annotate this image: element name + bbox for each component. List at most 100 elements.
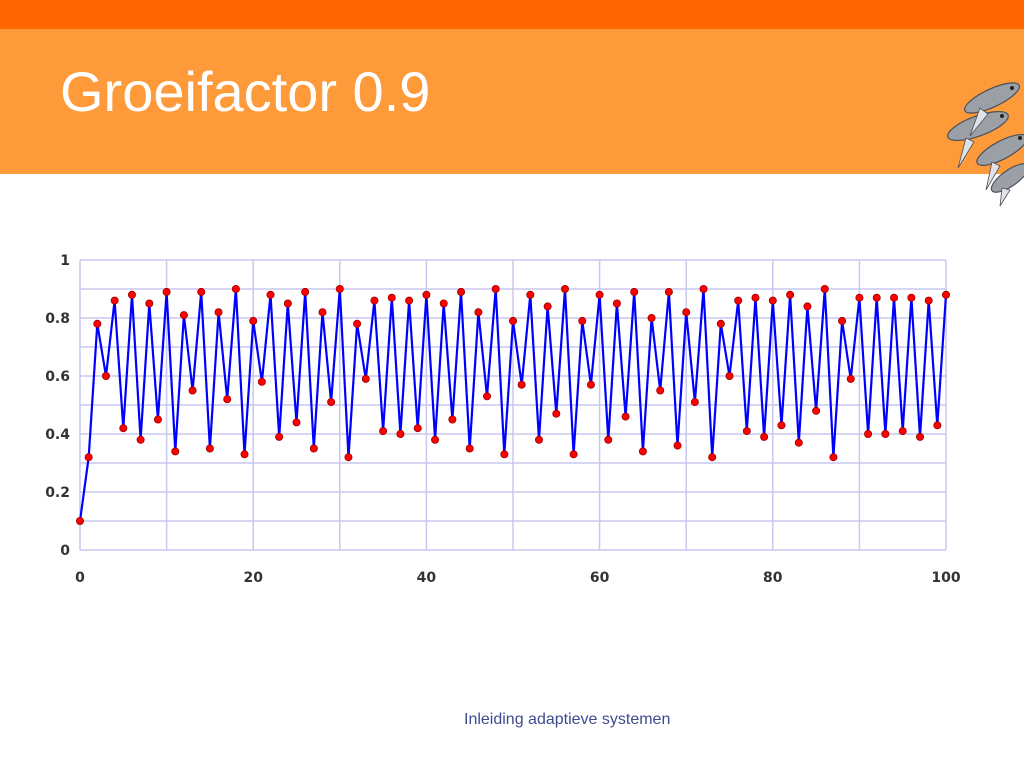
y-tick-label: 0.2: [45, 485, 70, 501]
slide-title: Groeifactor 0.9: [60, 60, 431, 123]
data-point: [422, 290, 431, 299]
data-point: [214, 308, 223, 317]
data-point: [595, 290, 604, 299]
data-point: [708, 453, 717, 462]
data-point: [569, 450, 578, 459]
data-point: [760, 432, 769, 441]
y-tick-label: 0.4: [45, 427, 70, 443]
fish-school-icon: [947, 82, 1024, 207]
y-tick-label: 0: [60, 543, 70, 559]
data-point: [768, 296, 777, 305]
data-point: [127, 290, 136, 299]
data-point: [630, 287, 639, 296]
top-accent-bar: [0, 0, 1024, 29]
data-point: [872, 293, 881, 302]
data-point: [361, 374, 370, 383]
data-point: [145, 299, 154, 308]
data-point: [543, 302, 552, 311]
data-point: [690, 398, 699, 407]
data-point: [621, 412, 630, 421]
data-point: [751, 293, 760, 302]
data-point: [171, 447, 180, 456]
x-tick-label: 100: [931, 570, 960, 586]
data-point: [786, 290, 795, 299]
data-point: [439, 299, 448, 308]
data-point: [716, 319, 725, 328]
data-point: [881, 429, 890, 438]
data-point: [586, 380, 595, 389]
data-point: [84, 453, 93, 462]
data-point: [153, 415, 162, 424]
data-point: [76, 516, 85, 525]
data-point: [500, 450, 509, 459]
data-point: [838, 316, 847, 325]
data-point: [188, 386, 197, 395]
data-point: [465, 444, 474, 453]
data-point: [864, 429, 873, 438]
data-point: [517, 380, 526, 389]
y-tick-label: 0.8: [45, 311, 70, 327]
x-tick-label: 0: [75, 570, 85, 586]
data-point: [318, 308, 327, 317]
data-point: [275, 432, 284, 441]
data-point: [197, 287, 206, 296]
data-point: [612, 299, 621, 308]
data-point: [552, 409, 561, 418]
data-point: [560, 285, 569, 294]
data-point: [890, 293, 899, 302]
data-point: [673, 441, 682, 450]
data-point: [179, 311, 188, 320]
data-point: [474, 308, 483, 317]
y-tick-label: 1: [60, 253, 70, 269]
x-axis-ticks: 0 20 40 60 80 100: [75, 570, 961, 586]
data-point: [829, 453, 838, 462]
data-point: [604, 435, 613, 444]
data-point: [777, 421, 786, 430]
data-point: [370, 296, 379, 305]
data-point: [266, 290, 275, 299]
data-point: [933, 421, 942, 430]
data-point: [309, 444, 318, 453]
data-point: [846, 374, 855, 383]
data-point: [491, 285, 500, 294]
data-point: [405, 296, 414, 305]
slide-footer: Inleiding adaptieve systemen: [464, 711, 671, 728]
data-point: [907, 293, 916, 302]
data-point: [110, 296, 119, 305]
series-points: [76, 285, 951, 525]
y-tick-label: 0.6: [45, 369, 70, 385]
data-point: [699, 285, 708, 294]
data-point: [231, 285, 240, 294]
data-point: [396, 429, 405, 438]
data-point: [353, 319, 362, 328]
data-point: [119, 424, 128, 433]
data-point: [379, 427, 388, 436]
data-point: [101, 371, 110, 380]
data-point: [431, 435, 440, 444]
data-point: [534, 435, 543, 444]
data-point: [812, 406, 821, 415]
data-point: [803, 302, 812, 311]
data-point: [742, 427, 751, 436]
data-point: [249, 316, 258, 325]
data-point: [457, 287, 466, 296]
data-point: [526, 290, 535, 299]
data-point: [924, 296, 933, 305]
data-point: [240, 450, 249, 459]
x-tick-label: 60: [590, 570, 610, 586]
title-banner: [0, 29, 1024, 174]
data-point: [820, 285, 829, 294]
data-point: [734, 296, 743, 305]
data-point: [664, 287, 673, 296]
data-point: [344, 453, 353, 462]
data-point: [508, 316, 517, 325]
data-point: [647, 314, 656, 323]
data-point: [387, 293, 396, 302]
data-point: [136, 435, 145, 444]
data-point: [93, 319, 102, 328]
data-point: [223, 395, 232, 404]
data-point: [682, 308, 691, 317]
data-point: [448, 415, 457, 424]
x-tick-label: 40: [417, 570, 437, 586]
data-point: [483, 392, 492, 401]
